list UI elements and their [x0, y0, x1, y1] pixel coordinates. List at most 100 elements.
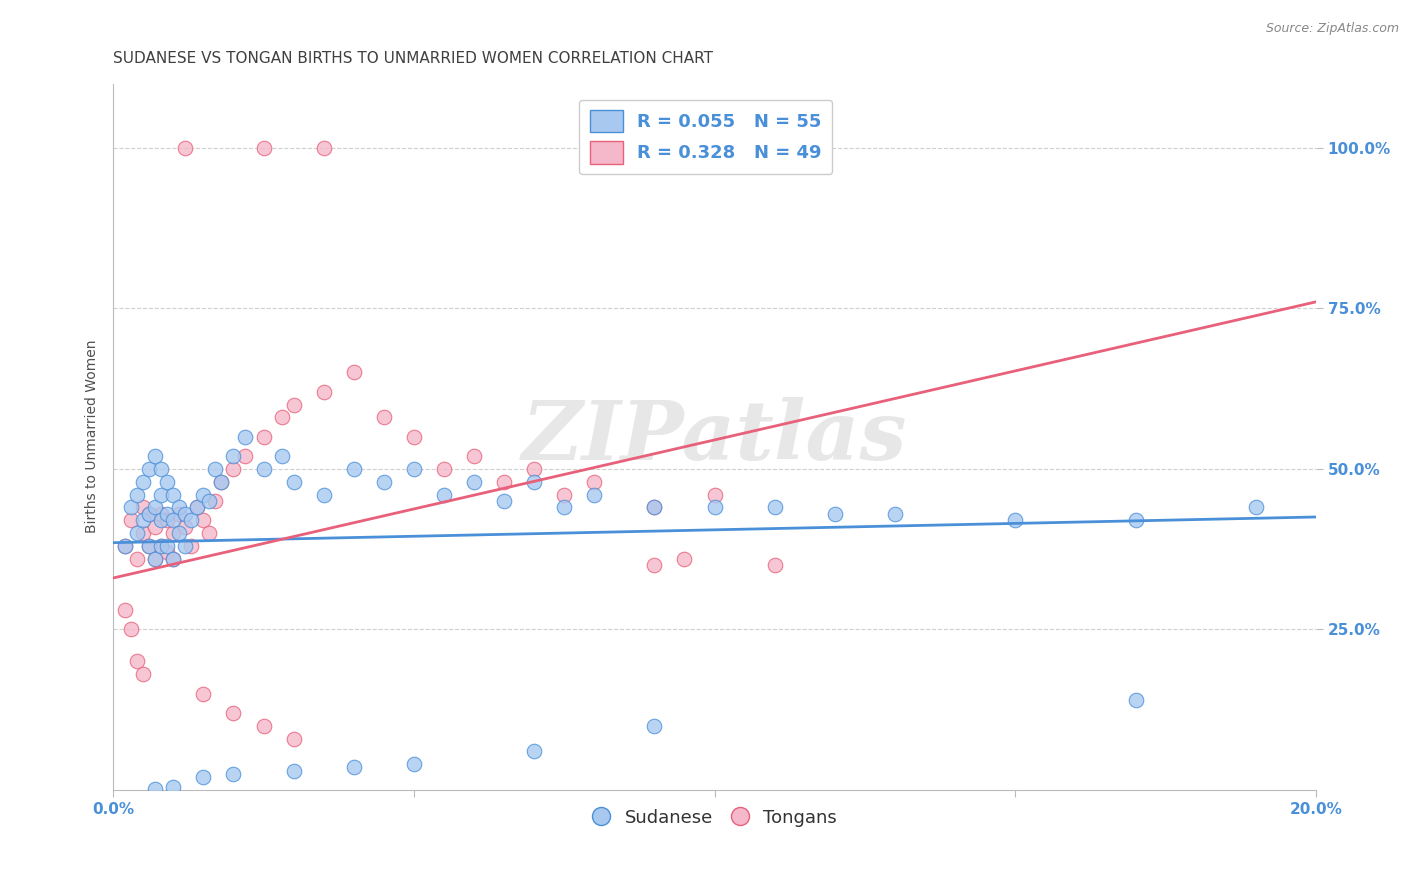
Point — [120, 513, 142, 527]
Point — [193, 770, 215, 784]
Point — [156, 513, 179, 527]
Point — [150, 462, 173, 476]
Point — [150, 539, 173, 553]
Point — [209, 475, 232, 489]
Text: ZIPatlas: ZIPatlas — [522, 397, 907, 476]
Point — [1125, 693, 1147, 707]
Point — [343, 462, 366, 476]
Point — [523, 462, 546, 476]
Point — [174, 539, 197, 553]
Point — [156, 507, 179, 521]
Point — [235, 449, 257, 463]
Point — [127, 487, 149, 501]
Point — [252, 141, 274, 155]
Point — [463, 449, 485, 463]
Point — [553, 500, 575, 515]
Point — [174, 519, 197, 533]
Point — [643, 558, 665, 573]
Point — [186, 500, 208, 515]
Point — [209, 475, 232, 489]
Point — [138, 462, 160, 476]
Point — [494, 475, 516, 489]
Point — [1125, 513, 1147, 527]
Y-axis label: Births to Unmarried Women: Births to Unmarried Women — [86, 340, 100, 533]
Point — [222, 767, 245, 781]
Point — [343, 760, 366, 774]
Point — [186, 500, 208, 515]
Point — [270, 449, 292, 463]
Point — [222, 449, 245, 463]
Legend: Sudanese, Tongans: Sudanese, Tongans — [585, 801, 845, 834]
Point — [198, 494, 221, 508]
Point — [494, 494, 516, 508]
Point — [433, 487, 456, 501]
Point — [143, 551, 166, 566]
Point — [643, 500, 665, 515]
Point — [132, 667, 155, 681]
Point — [463, 475, 485, 489]
Point — [162, 551, 184, 566]
Point — [402, 757, 425, 772]
Point — [673, 551, 696, 566]
Point — [402, 430, 425, 444]
Point — [169, 507, 191, 521]
Text: Source: ZipAtlas.com: Source: ZipAtlas.com — [1265, 22, 1399, 36]
Point — [127, 551, 149, 566]
Point — [114, 603, 136, 617]
Point — [270, 410, 292, 425]
Point — [198, 526, 221, 541]
Point — [143, 519, 166, 533]
Point — [132, 475, 155, 489]
Point — [132, 500, 155, 515]
Point — [132, 513, 155, 527]
Point — [1004, 513, 1026, 527]
Point — [114, 539, 136, 553]
Text: SUDANESE VS TONGAN BIRTHS TO UNMARRIED WOMEN CORRELATION CHART: SUDANESE VS TONGAN BIRTHS TO UNMARRIED W… — [114, 51, 713, 66]
Point — [763, 500, 786, 515]
Point — [703, 500, 725, 515]
Point — [824, 507, 846, 521]
Point — [193, 513, 215, 527]
Point — [283, 475, 305, 489]
Point — [180, 539, 202, 553]
Point — [162, 513, 184, 527]
Point — [583, 487, 606, 501]
Point — [138, 539, 160, 553]
Point — [204, 462, 226, 476]
Point — [222, 462, 245, 476]
Point — [114, 539, 136, 553]
Point — [283, 731, 305, 746]
Point — [643, 719, 665, 733]
Point — [402, 462, 425, 476]
Point — [235, 430, 257, 444]
Point — [169, 526, 191, 541]
Point — [703, 487, 725, 501]
Point — [523, 475, 546, 489]
Point — [283, 764, 305, 778]
Point — [373, 410, 395, 425]
Point — [583, 475, 606, 489]
Point — [343, 366, 366, 380]
Point — [222, 706, 245, 720]
Point — [162, 780, 184, 795]
Point — [138, 539, 160, 553]
Point — [174, 507, 197, 521]
Point — [169, 500, 191, 515]
Point — [143, 781, 166, 796]
Point — [283, 398, 305, 412]
Point — [150, 539, 173, 553]
Point — [643, 500, 665, 515]
Point — [143, 500, 166, 515]
Point — [1244, 500, 1267, 515]
Point — [312, 384, 335, 399]
Point — [150, 487, 173, 501]
Point — [204, 494, 226, 508]
Point — [433, 462, 456, 476]
Point — [312, 487, 335, 501]
Point — [156, 539, 179, 553]
Point — [162, 526, 184, 541]
Point — [150, 513, 173, 527]
Point — [252, 462, 274, 476]
Point — [162, 487, 184, 501]
Point — [120, 623, 142, 637]
